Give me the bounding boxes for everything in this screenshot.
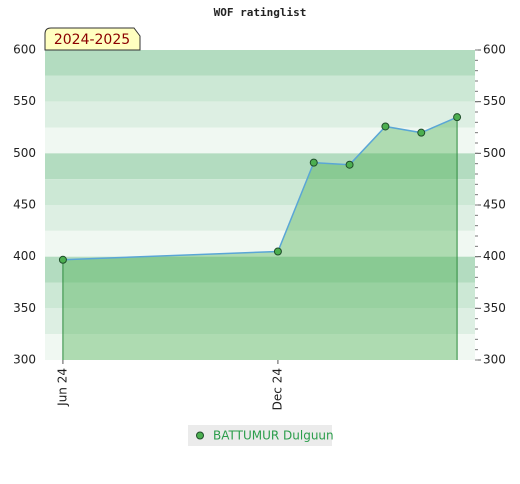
x-tick-label: Jun 24	[55, 368, 69, 407]
point	[345, 160, 354, 169]
area	[62, 117, 458, 361]
y2-tick-label: 400	[483, 249, 506, 263]
band	[45, 101, 475, 128]
legend-marker	[196, 431, 204, 440]
point	[273, 247, 282, 256]
band	[45, 256, 475, 283]
y-tick-label: 350	[13, 301, 36, 315]
band	[45, 282, 475, 309]
y-tick-label: 500	[13, 146, 36, 160]
band	[45, 308, 475, 335]
band	[45, 205, 475, 231]
y-tick-label: 300	[13, 353, 36, 367]
point	[381, 122, 390, 131]
band	[45, 50, 475, 76]
chart-title: WOF ratinglist	[214, 6, 307, 19]
y2-tick-label: 450	[483, 198, 506, 212]
point	[417, 128, 426, 137]
band	[45, 334, 475, 360]
x-tick-label: Dec 24	[270, 368, 284, 410]
legend-label: BATTUMUR Dulguun	[213, 429, 334, 443]
annotation: 2024-2025	[54, 32, 130, 48]
band	[45, 179, 475, 205]
band	[45, 75, 475, 102]
y-tick-label: 600	[13, 43, 36, 57]
badge	[44, 27, 141, 51]
y2-tick-label: 600	[483, 43, 506, 57]
y2-tick-label: 300	[483, 353, 506, 367]
y2-tick-label: 500	[483, 146, 506, 160]
y-tick-label: 400	[13, 249, 36, 263]
y-tick-label: 450	[13, 198, 36, 212]
legend-box	[188, 425, 332, 446]
point	[453, 113, 462, 122]
y2-tick-label: 550	[483, 94, 506, 108]
band	[45, 153, 475, 180]
y2-tick-label: 350	[483, 301, 506, 315]
point	[309, 158, 318, 167]
y-tick-label: 550	[13, 94, 36, 108]
point	[58, 255, 67, 264]
band	[45, 127, 475, 154]
